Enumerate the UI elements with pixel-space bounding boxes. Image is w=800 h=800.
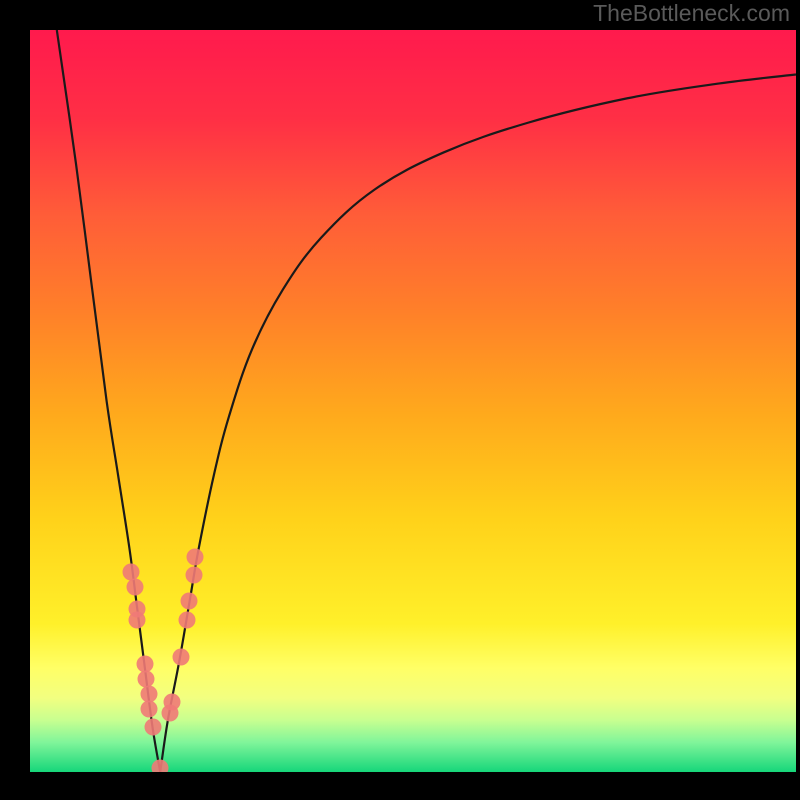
- data-point-marker: [164, 693, 181, 710]
- data-point-marker: [172, 648, 189, 665]
- data-point-marker: [129, 611, 146, 628]
- data-point-marker: [126, 578, 143, 595]
- data-point-marker: [187, 548, 204, 565]
- watermark-text: TheBottleneck.com: [593, 0, 790, 27]
- data-point-marker: [179, 611, 196, 628]
- chart-root: TheBottleneck.com: [0, 0, 800, 800]
- data-point-marker: [141, 700, 158, 717]
- data-point-marker: [145, 719, 162, 736]
- data-point-marker: [152, 760, 169, 772]
- plot-area: [30, 30, 796, 772]
- data-point-marker: [181, 593, 198, 610]
- data-point-marker: [185, 567, 202, 584]
- curve-right-branch: [160, 75, 796, 772]
